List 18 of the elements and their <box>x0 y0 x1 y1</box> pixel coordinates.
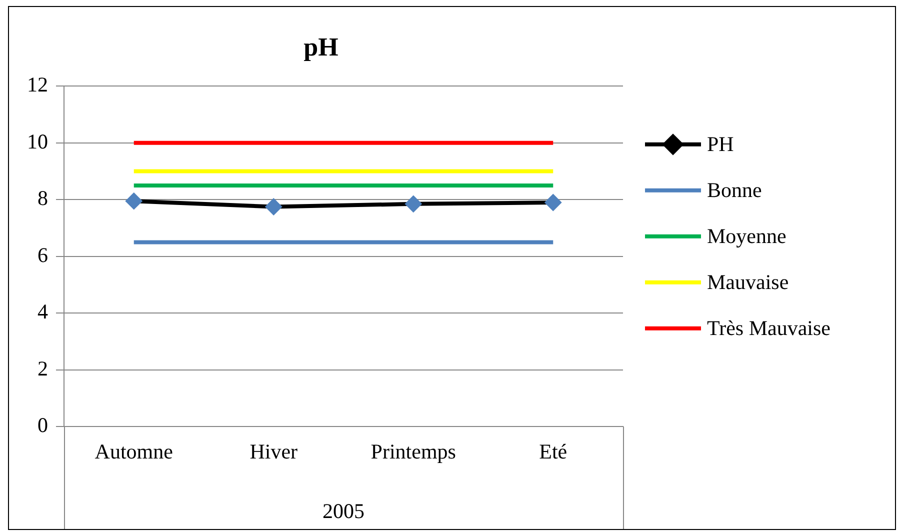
legend-label: Moyenne <box>707 224 786 248</box>
x-tick-label: Eté <box>539 440 568 464</box>
legend-label: Bonne <box>707 178 762 202</box>
x-axis-title: 2005 <box>322 498 364 523</box>
y-tick-label: 8 <box>38 186 48 210</box>
x-tick-label: Printemps <box>370 440 456 464</box>
x-tick-label: Hiver <box>250 440 298 464</box>
chart-title: pH <box>304 32 338 62</box>
legend-label: PH <box>707 132 734 156</box>
y-tick-label: 4 <box>38 300 48 324</box>
y-tick-label: 10 <box>27 129 48 154</box>
y-tick-label: 12 <box>27 72 48 97</box>
legend-label: Mauvaise <box>707 270 789 294</box>
y-tick-label: 2 <box>38 356 48 380</box>
x-tick-label: Automne <box>94 440 173 464</box>
y-tick-label: 0 <box>38 413 48 438</box>
legend-label: Très Mauvaise <box>707 316 830 340</box>
y-tick-label: 6 <box>38 242 48 267</box>
